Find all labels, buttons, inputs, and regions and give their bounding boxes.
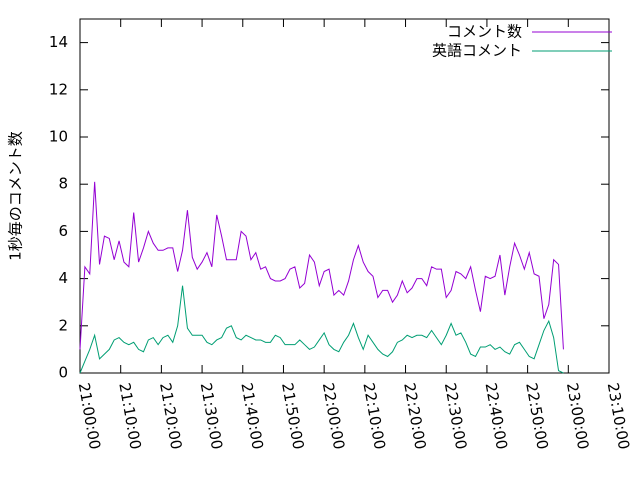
y-tick-label: 14 xyxy=(49,33,68,51)
y-tick-label: 4 xyxy=(58,269,68,287)
x-tick-label: 21:30:00 xyxy=(197,381,226,450)
x-tick-label: 23:00:00 xyxy=(563,381,592,450)
y-axis-label: 1秒毎のコメント数 xyxy=(7,131,25,261)
x-tick-label: 21:00:00 xyxy=(75,381,104,450)
y-tick-label: 2 xyxy=(58,316,68,334)
x-tick-label: 22:20:00 xyxy=(400,381,429,450)
plot-border xyxy=(79,18,610,374)
x-tick-label: 22:30:00 xyxy=(441,381,470,450)
x-tick-label: 22:00:00 xyxy=(319,381,348,450)
x-tick-label: 21:10:00 xyxy=(115,381,144,450)
x-tick-label: 21:20:00 xyxy=(156,381,185,450)
x-tick-label: 22:50:00 xyxy=(522,381,551,450)
y-tick-label: 10 xyxy=(49,128,68,146)
x-tick-label: 21:40:00 xyxy=(237,381,266,450)
legend-label: 英語コメント xyxy=(432,42,522,60)
y-tick-label: 6 xyxy=(58,222,68,240)
series-line xyxy=(79,285,564,374)
series-line xyxy=(79,181,564,350)
x-tick-label: 22:40:00 xyxy=(482,381,511,450)
x-tick-label: 23:10:00 xyxy=(604,381,633,450)
y-tick-label: 0 xyxy=(58,364,68,382)
x-tick-label: 21:50:00 xyxy=(278,381,307,450)
y-tick-label: 12 xyxy=(49,80,68,98)
x-tick-label: 22:10:00 xyxy=(359,381,388,450)
legend-label: コメント数 xyxy=(447,23,522,41)
y-tick-label: 8 xyxy=(58,175,68,193)
